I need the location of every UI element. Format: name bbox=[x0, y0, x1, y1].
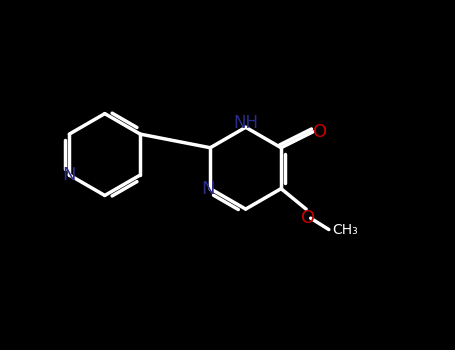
Text: O: O bbox=[301, 209, 315, 227]
Text: NH: NH bbox=[233, 114, 258, 132]
Text: N: N bbox=[201, 180, 215, 198]
Text: O: O bbox=[313, 123, 327, 141]
Text: N: N bbox=[63, 166, 76, 184]
Text: CH₃: CH₃ bbox=[332, 223, 358, 237]
